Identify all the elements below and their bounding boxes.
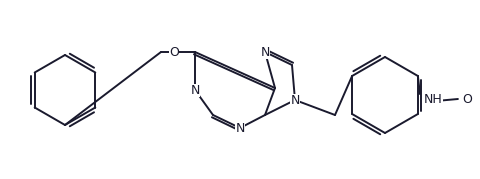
Text: N: N	[260, 45, 269, 59]
Text: O: O	[168, 45, 179, 59]
Text: O: O	[461, 93, 471, 105]
Text: N: N	[290, 93, 299, 107]
Text: N: N	[190, 83, 199, 96]
Text: N: N	[235, 122, 244, 134]
Text: NH: NH	[423, 93, 442, 105]
